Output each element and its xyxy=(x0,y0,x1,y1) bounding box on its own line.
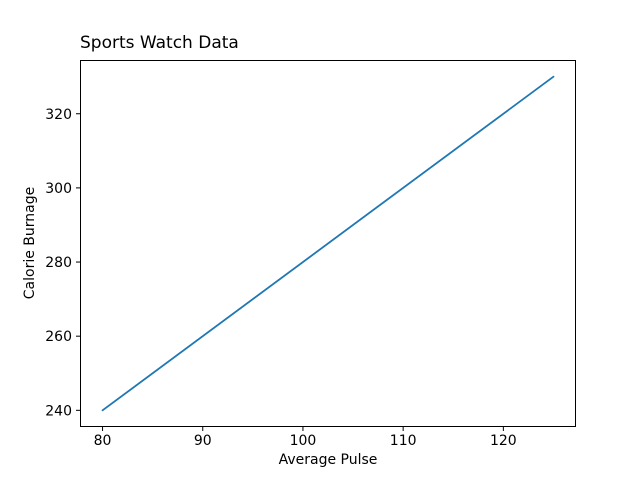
y-tick-label: 300 xyxy=(45,181,72,197)
x-tick-label: 100 xyxy=(290,433,317,449)
x-tick-label: 120 xyxy=(490,433,517,449)
data-line xyxy=(101,75,555,412)
x-axis-label: Average Pulse xyxy=(278,452,378,468)
y-axis-label: Calorie Burnage xyxy=(22,186,38,300)
plot-frame xyxy=(80,60,576,427)
y-tick-label: 240 xyxy=(45,403,72,419)
y-tick-label: 280 xyxy=(45,255,72,271)
chart-title: Sports Watch Data xyxy=(80,33,239,53)
y-tick-label: 320 xyxy=(45,107,72,123)
y-tick-label: 260 xyxy=(45,329,72,345)
x-tick-label: 110 xyxy=(390,433,417,449)
x-tick-label: 90 xyxy=(194,433,212,449)
x-tick-label: 80 xyxy=(94,433,112,449)
